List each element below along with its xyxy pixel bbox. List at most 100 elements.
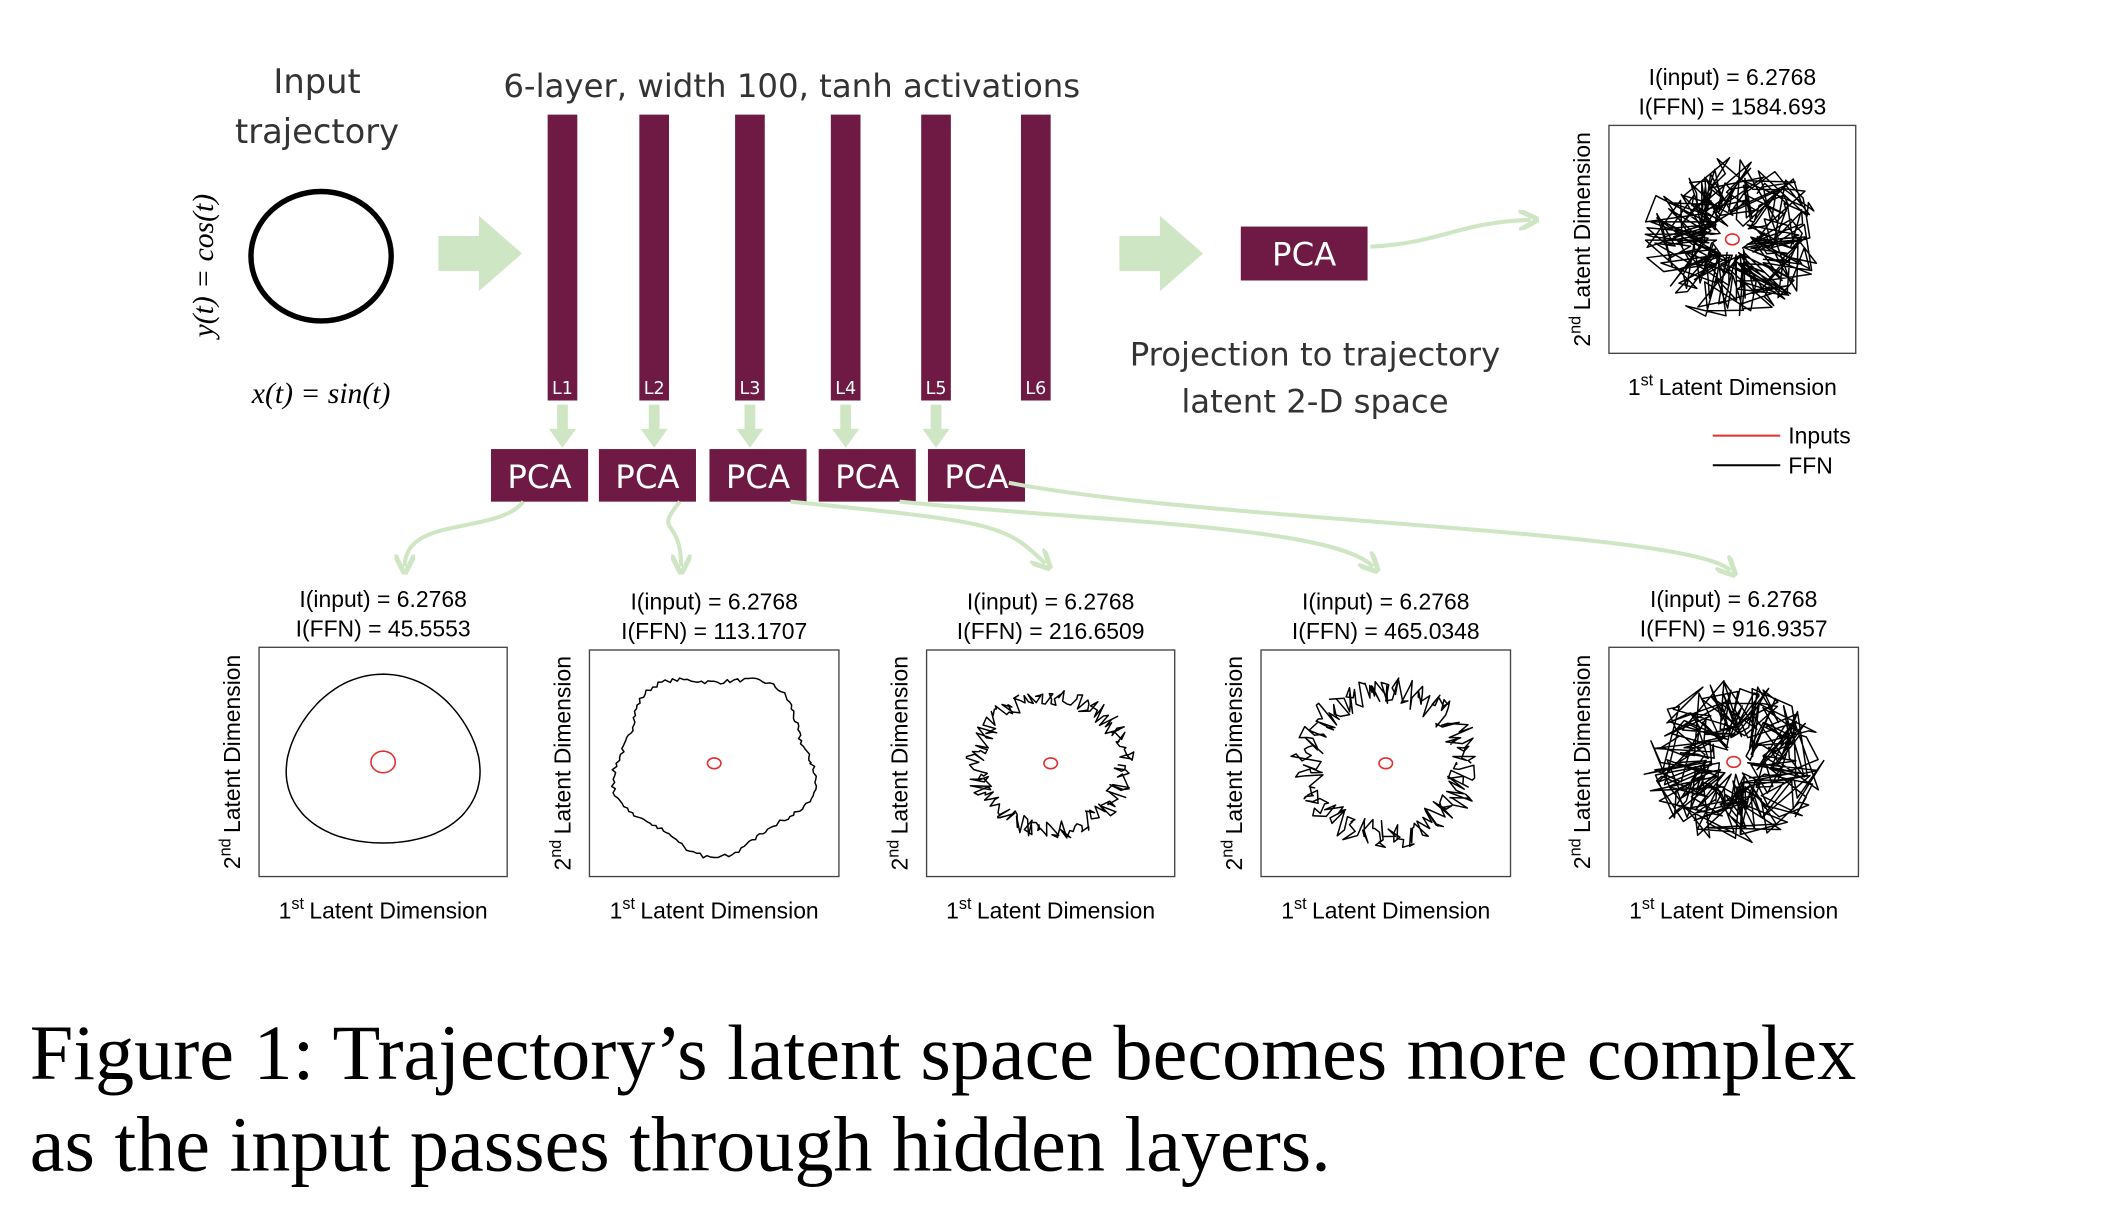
- y-axis-label: 2nd Latent Dimension: [1219, 656, 1247, 870]
- layer-label: L2: [644, 379, 665, 399]
- label-part: 2: [1569, 334, 1595, 347]
- arrow: [640, 428, 668, 448]
- arrow: [790, 499, 1045, 564]
- x-axis-label: 1st Latent Dimension: [946, 895, 1155, 923]
- label-part: 1: [1281, 897, 1294, 923]
- y-axis-label: 2nd Latent Dimension: [217, 655, 245, 869]
- pca-box: [491, 449, 589, 502]
- label-part: Latent Dimension: [1659, 374, 1837, 400]
- plot-frame: [1260, 649, 1512, 878]
- label-part: Latent Dimension: [887, 656, 913, 834]
- input-circle: [248, 188, 394, 324]
- pca-label: PCA: [1272, 236, 1336, 274]
- input-trajectory: [1043, 757, 1059, 770]
- label-part: Latent Dimension: [219, 655, 245, 833]
- layer-label: L3: [739, 379, 760, 399]
- label-part: 1: [610, 897, 623, 923]
- label-part: Latent Dimension: [977, 897, 1155, 923]
- label-part: 1: [946, 897, 959, 923]
- arrow: [922, 428, 950, 448]
- label-part: st: [1641, 372, 1654, 390]
- layer-bar: [921, 114, 951, 401]
- ffn-trajectory: [285, 673, 481, 844]
- plot-frame: [258, 646, 508, 878]
- label-part: Latent Dimension: [1312, 897, 1490, 923]
- label-part: Latent Dimension: [309, 897, 487, 923]
- plot-frame: [925, 649, 1176, 878]
- arrow: [1119, 215, 1204, 292]
- input-trajectory: [1724, 233, 1740, 246]
- projection-text: Projection to trajectory: [1130, 335, 1501, 373]
- y-axis-label: 2nd Latent Dimension: [547, 656, 575, 870]
- layer-label: L6: [1025, 379, 1046, 399]
- pca-label: PCA: [835, 458, 899, 496]
- x-axis-label: 1st Latent Dimension: [279, 895, 488, 923]
- x-axis-label: 1st Latent Dimension: [1281, 895, 1490, 923]
- layer-label: L1: [552, 379, 573, 399]
- y-axis-label: 2nd Latent Dimension: [884, 656, 912, 870]
- layer-label: L5: [926, 379, 947, 399]
- arrow: [899, 499, 1373, 567]
- input-trajectory: [1378, 757, 1394, 770]
- plot-info: I(input) = 6.2768: [299, 586, 466, 612]
- plot-frame: [588, 649, 840, 878]
- label-part: nd: [1567, 838, 1585, 856]
- plot-frame: [1608, 124, 1857, 354]
- plot-frame: [1608, 646, 1860, 878]
- pca-label: PCA: [507, 458, 571, 496]
- projection-text: latent 2-D space: [1181, 383, 1448, 421]
- arrow: [1370, 220, 1530, 249]
- ffn-trajectory: [1290, 677, 1476, 849]
- pca-label: PCA: [615, 458, 679, 496]
- label-part: nd: [547, 840, 565, 858]
- label-part: Latent Dimension: [550, 656, 576, 834]
- arrow: [1008, 480, 1730, 571]
- ffn-trajectory: [1643, 680, 1825, 844]
- plot-info: I(FFN) = 1584.693: [1638, 94, 1826, 120]
- label-part: nd: [1567, 316, 1585, 334]
- ffn-trajectory: [965, 689, 1135, 839]
- input-trajectory: [370, 750, 397, 774]
- pca-label: PCA: [726, 458, 790, 496]
- label-part: nd: [1219, 840, 1237, 858]
- ffn-trajectory: [610, 677, 818, 859]
- y-axis-label: 2nd Latent Dimension: [1567, 655, 1595, 869]
- label-part: Latent Dimension: [1569, 132, 1595, 310]
- label-part: Latent Dimension: [1569, 655, 1595, 833]
- plot-info: I(input) = 6.2768: [1649, 64, 1816, 90]
- network-title: 6-layer, width 100, tanh activations: [503, 67, 1080, 105]
- layer-bar: [1020, 114, 1051, 401]
- layer-bar: [639, 114, 670, 401]
- label-part: Latent Dimension: [640, 897, 818, 923]
- x-axis-label: 1st Latent Dimension: [610, 895, 819, 923]
- plot-info: I(FFN) = 113.1707: [621, 618, 807, 644]
- plot-info: I(FFN) = 916.9357: [1640, 616, 1828, 642]
- layer-label: L4: [835, 379, 856, 399]
- arrow: [832, 428, 860, 448]
- legend-label: Inputs: [1788, 423, 1850, 449]
- label-part: 2: [1569, 856, 1595, 869]
- pca-box: [598, 449, 696, 502]
- label-part: 2: [219, 856, 245, 869]
- label-part: nd: [884, 840, 902, 858]
- plot-info: I(input) = 6.2768: [1302, 589, 1469, 615]
- label-part: st: [959, 895, 972, 913]
- label-part: st: [622, 895, 635, 913]
- label-part: 1: [279, 897, 292, 923]
- layer-bar: [735, 114, 765, 401]
- caption: as the input passes through hidden layer…: [30, 1101, 1331, 1188]
- input-title: trajectory: [235, 112, 399, 151]
- x-equation: x(t) = sin(t): [251, 378, 391, 410]
- arrow: [666, 500, 681, 567]
- plot-info: I(input) = 6.2768: [1650, 586, 1817, 612]
- label-part: st: [1294, 895, 1307, 913]
- plot-info: I(input) = 6.2768: [630, 589, 797, 615]
- caption: Figure 1: Trajectory’s latent space beco…: [30, 1009, 1856, 1096]
- label-part: Latent Dimension: [1221, 656, 1247, 834]
- plot-info: I(FFN) = 216.6509: [957, 618, 1145, 644]
- pca-label: PCA: [944, 458, 1008, 496]
- label-part: 2: [1221, 858, 1247, 871]
- plot-info: I(input) = 6.2768: [967, 589, 1134, 615]
- layer-bar: [830, 114, 861, 401]
- label-part: st: [291, 895, 304, 913]
